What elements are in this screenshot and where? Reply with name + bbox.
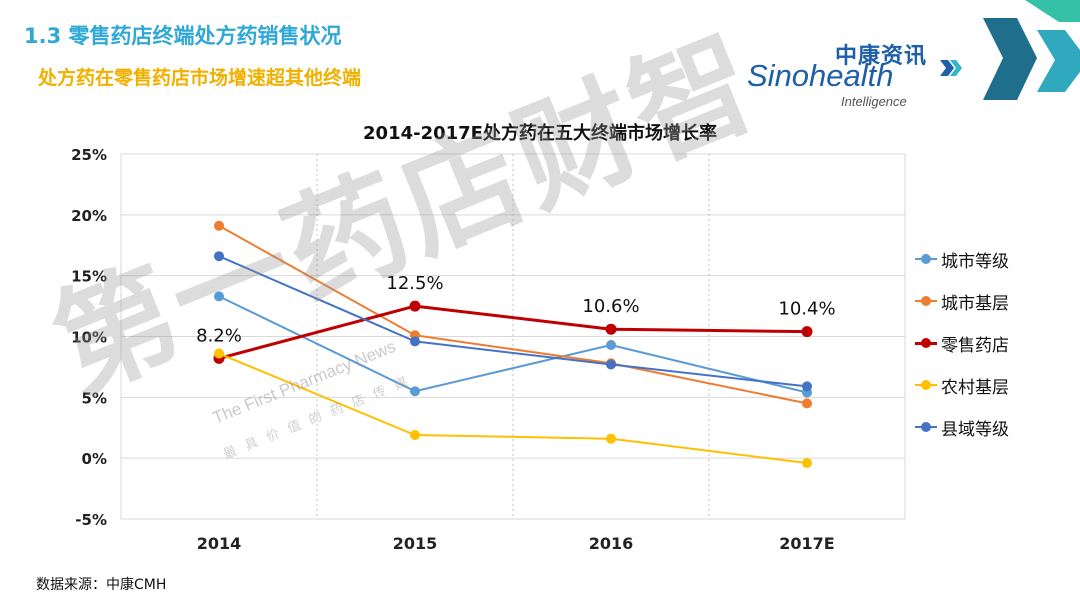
legend-swatch: [915, 422, 937, 432]
legend-item: 城市基层: [915, 280, 1075, 322]
series-line-城市等级: [218, 295, 808, 394]
page-subtitle: 处方药在零售药店市场增速超其他终端: [38, 67, 362, 89]
data-label: 10.4%: [778, 299, 835, 320]
data-point: [214, 220, 224, 231]
chart-title: 2014-2017E处方药在五大终端市场增长率: [363, 123, 717, 144]
page-title: 1.3 零售药店终端处方药销售状况: [24, 24, 342, 48]
data-source: 数据来源：中康CMH: [36, 577, 167, 593]
legend-label: 城市等级: [941, 251, 1009, 272]
legend-label: 县域等级: [941, 419, 1009, 440]
data-point: [802, 458, 812, 469]
corner-arrow-icon: [983, 0, 1080, 100]
legend-label: 城市基层: [941, 293, 1009, 314]
data-point: [214, 291, 224, 302]
data-point: [606, 433, 616, 444]
data-point: [802, 398, 812, 409]
y-tick-label: 5%: [82, 389, 107, 407]
data-point: [214, 251, 224, 262]
data-label: 8.2%: [196, 325, 242, 346]
legend-label: 农村基层: [941, 377, 1009, 398]
logo-sub-text: Intelligence: [841, 94, 907, 109]
sinohealth-logo: 中康资讯 Sinohealth Intelligence: [745, 38, 955, 118]
data-label: 12.5%: [386, 273, 443, 294]
data-point: [410, 336, 420, 347]
x-tick-label: 2014: [197, 534, 242, 553]
x-tick-label: 2015: [393, 534, 438, 553]
data-point: [409, 300, 421, 312]
legend-item: 县域等级: [915, 406, 1075, 448]
x-tick-label: 2016: [589, 534, 634, 553]
y-tick-label: 20%: [71, 207, 107, 225]
y-tick-label: -5%: [75, 511, 107, 529]
legend-label: 零售药店: [941, 335, 1009, 356]
data-point: [214, 348, 224, 359]
legend-item: 零售药店: [915, 322, 1075, 364]
data-point: [410, 386, 420, 397]
logo-en-text: Sinohealth: [747, 58, 894, 93]
series-line-县域等级: [218, 255, 808, 388]
x-tick-label: 2017E: [779, 534, 834, 553]
data-point: [410, 430, 420, 441]
legend-swatch: [915, 338, 937, 348]
series-line-城市基层: [218, 224, 808, 405]
y-tick-label: 15%: [71, 268, 107, 286]
legend-item: 农村基层: [915, 364, 1075, 406]
data-label: 10.6%: [582, 296, 639, 317]
logo-mark-icon: [940, 60, 962, 76]
legend-item: 城市等级: [915, 238, 1075, 280]
data-point: [802, 381, 812, 392]
series-line-农村基层: [218, 352, 808, 465]
series-line-零售药店: [218, 304, 808, 360]
y-tick-label: 10%: [71, 329, 107, 347]
legend-swatch: [915, 380, 937, 390]
legend-swatch: [915, 254, 937, 264]
data-point: [801, 326, 813, 338]
logo-cn-text: 中康资讯: [834, 44, 927, 69]
y-tick-label: 25%: [71, 146, 107, 164]
data-point: [605, 323, 617, 335]
data-point: [606, 340, 616, 351]
y-tick-label: 0%: [82, 450, 107, 468]
data-point: [606, 359, 616, 370]
chart-legend: 城市等级城市基层零售药店农村基层县域等级: [915, 238, 1075, 448]
legend-swatch: [915, 296, 937, 306]
